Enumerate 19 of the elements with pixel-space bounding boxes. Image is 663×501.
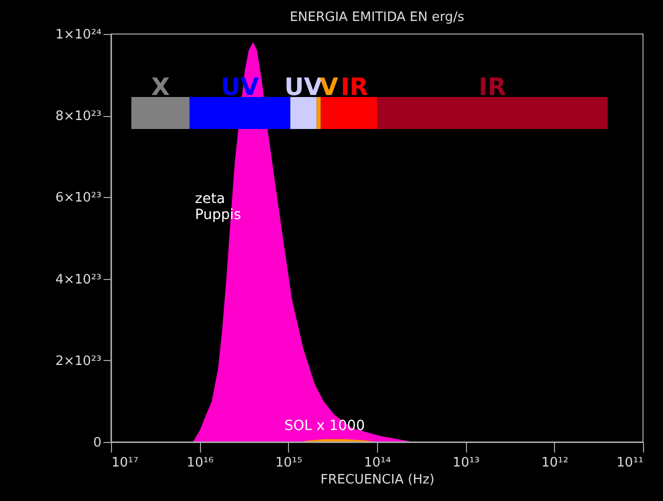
x-tick-label: 10¹¹ — [616, 456, 644, 470]
y-tick-label: 2×10²³ — [55, 354, 102, 369]
x-tick-label: 10¹⁵ — [275, 456, 302, 470]
x-axis-title: FRECUENCIA (Hz) — [320, 472, 434, 488]
band-label: IR — [340, 73, 368, 101]
y-tick-label: 1×10²⁴ — [55, 28, 102, 42]
x-tick-label: 10¹⁶ — [186, 456, 214, 470]
band-label: IR — [478, 73, 506, 101]
x-tick-label: 10¹³ — [452, 456, 480, 470]
chart-title: ENERGIA EMITIDA EN erg/s — [290, 10, 464, 25]
band-label: V — [320, 73, 339, 101]
y-tick-label: 8×10²³ — [55, 109, 102, 124]
x-tick-label: 10¹⁷ — [112, 456, 138, 470]
band-label: X — [151, 73, 170, 101]
x-tick-label: 10¹⁴ — [364, 456, 391, 470]
y-tick-label: 6×10²³ — [55, 190, 102, 206]
y-tick-label: 0 — [93, 436, 102, 450]
x-tick-label: 10¹² — [541, 456, 568, 470]
y-tick-label: 4×10²³ — [55, 272, 102, 288]
